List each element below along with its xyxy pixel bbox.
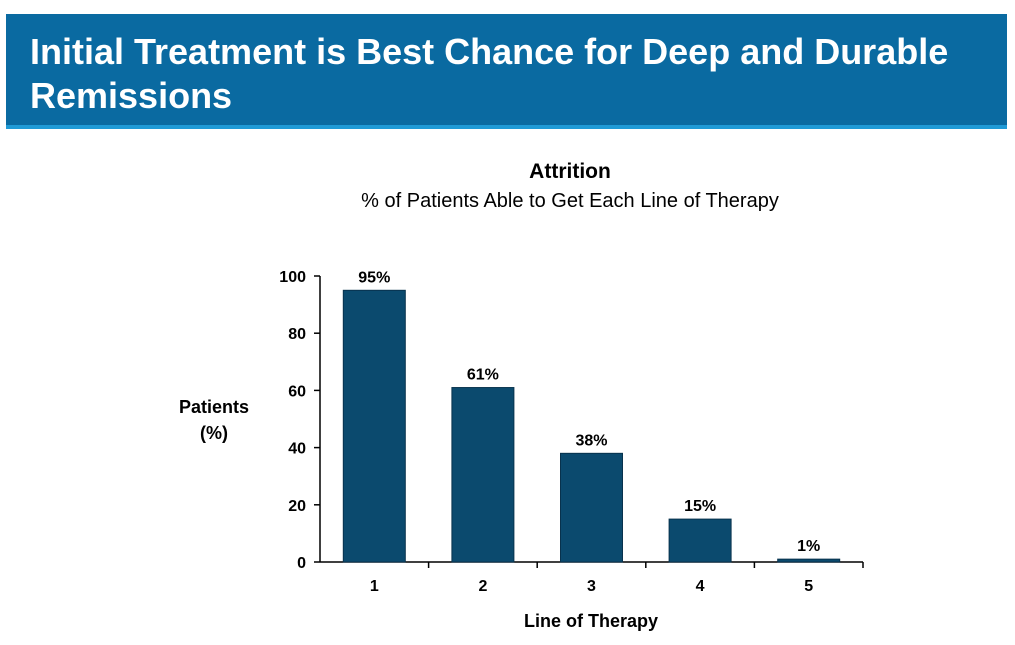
y-tick-label: 40 <box>288 441 306 458</box>
bar <box>668 518 732 563</box>
bar <box>451 387 515 563</box>
bar <box>342 289 406 563</box>
y-tick-label: 100 <box>279 269 306 286</box>
title-banner: Initial Treatment is Best Chance for Dee… <box>6 14 1007 129</box>
y-tick-label: 60 <box>288 383 306 400</box>
x-tick-label: 4 <box>696 578 705 595</box>
data-label: 61% <box>467 367 499 384</box>
x-tick-label: 1 <box>370 578 379 595</box>
y-tick-label: 80 <box>288 326 306 343</box>
y-tick-label: 20 <box>288 498 306 515</box>
chart-subtitle: % of Patients Able to Get Each Line of T… <box>361 190 779 212</box>
plot-area: 0 20 40 60 80 100 95% 1 61% 2 38% 3 15% 4 1% 5 <box>279 269 864 595</box>
data-label: 38% <box>575 432 607 449</box>
data-label: 95% <box>358 269 390 286</box>
data-label: 15% <box>684 498 716 515</box>
y-tick-label: 0 <box>297 555 306 572</box>
chart-title: Attrition <box>529 160 611 183</box>
x-tick-label: 5 <box>804 578 813 595</box>
x-tick-label: 2 <box>478 578 487 595</box>
y-axis-label-line-2: (%) <box>200 423 228 443</box>
data-label: 1% <box>797 538 820 555</box>
y-axis-label-line-1: Patients <box>179 397 249 417</box>
x-tick-label: 3 <box>587 578 596 595</box>
bar <box>777 558 841 563</box>
slide-title: Initial Treatment is Best Chance for Dee… <box>30 31 949 116</box>
bar <box>560 452 623 563</box>
x-axis-label: Line of Therapy <box>524 611 658 631</box>
